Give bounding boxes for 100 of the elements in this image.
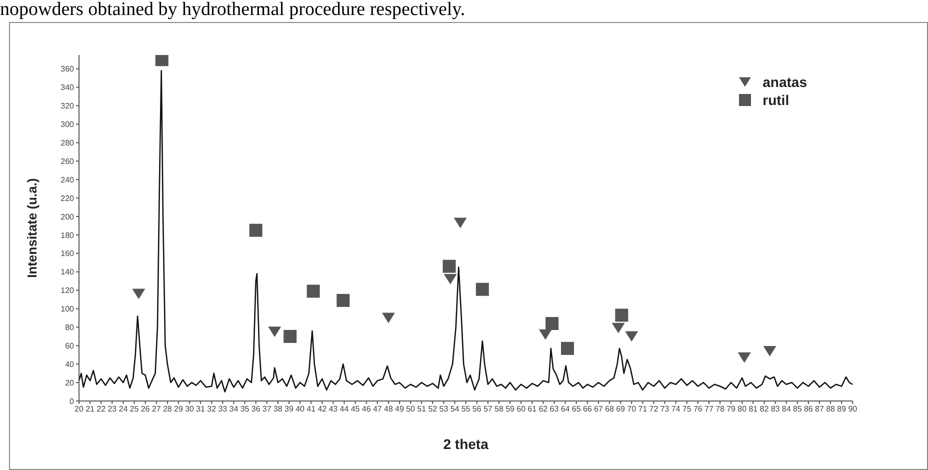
x-tick-label: 90 (848, 404, 858, 414)
x-tick-label: 84 (782, 404, 792, 414)
point (249, 224, 262, 237)
x-tick-label: 74 (671, 404, 681, 414)
y-tick-label: 80 (65, 323, 75, 332)
x-tick-label: 43 (328, 404, 338, 414)
x-tick-label: 55 (461, 404, 471, 414)
x-tick-label: 82 (760, 404, 770, 414)
x-tick-label: 45 (350, 404, 360, 414)
point (454, 218, 467, 228)
x-tick-label: 30 (185, 404, 195, 414)
x-tick-label: 49 (395, 404, 405, 414)
x-tick-label: 57 (483, 404, 493, 414)
line-series (79, 70, 853, 392)
x-tick-label: 22 (96, 404, 106, 414)
x-tick-label: 40 (296, 404, 306, 414)
x-tick-label: 23 (108, 404, 118, 414)
y-tick-label: 40 (65, 360, 75, 369)
x-tick-label: 63 (550, 404, 560, 414)
x-tick-label: 76 (693, 404, 703, 414)
x-tick-label: 65 (572, 404, 582, 414)
point (763, 346, 776, 356)
x-tick-label: 34 (229, 404, 239, 414)
y-tick-label: 300 (60, 120, 75, 130)
y-tick-label: 180 (60, 230, 75, 240)
y-tick-label: 200 (60, 212, 75, 222)
x-tick-label: 24 (118, 404, 128, 414)
x-tick-label: 72 (649, 404, 659, 414)
x-tick-label: 61 (528, 404, 538, 414)
x-tick-label: 29 (174, 404, 184, 414)
point (444, 274, 457, 284)
y-tick-label: 280 (60, 138, 75, 148)
x-tick-label: 86 (804, 404, 814, 414)
x-tick-label: 70 (627, 404, 637, 414)
point (132, 288, 146, 300)
x-tick-label: 20 (74, 404, 84, 414)
legend-label: rutil (762, 92, 790, 108)
point (284, 330, 297, 343)
y-tick-label: 220 (60, 194, 75, 203)
x-tick-label: 52 (428, 404, 438, 414)
x-tick-label: 54 (450, 404, 460, 414)
point (561, 342, 574, 355)
x-tick-label: 75 (682, 404, 692, 414)
x-tick-label: 25 (130, 404, 140, 414)
point (625, 331, 638, 342)
x-tick-label: 88 (826, 404, 836, 414)
y-tick-label: 320 (60, 102, 75, 111)
x-tick-label: 46 (362, 404, 372, 414)
x-tick-label: 78 (716, 404, 726, 414)
x-tick-label: 71 (638, 404, 648, 414)
x-tick-label: 44 (340, 404, 350, 414)
x-tick-label: 58 (494, 404, 504, 414)
x-tick-label: 81 (748, 404, 758, 414)
x-tick-label: 26 (140, 404, 150, 414)
x-tick-label: 51 (417, 404, 427, 414)
x-tick-label: 62 (538, 404, 548, 414)
x-tick-label: 68 (605, 404, 614, 414)
x-tick-label: 36 (251, 404, 261, 414)
point (336, 294, 350, 307)
x-tick-label: 64 (560, 404, 570, 414)
x-tick-label: 38 (273, 404, 283, 414)
y-tick-label: 0 (70, 396, 75, 406)
y-tick-label: 340 (60, 83, 75, 92)
x-tick-label: 21 (86, 404, 96, 414)
x-tick-label: 41 (306, 404, 316, 414)
y-tick-label: 240 (60, 175, 75, 184)
x-tick-label: 79 (726, 404, 736, 414)
point (155, 55, 168, 66)
y-tick-label: 160 (60, 249, 75, 258)
x-tick-label: 67 (594, 404, 604, 414)
legend-label: anatas (762, 74, 807, 90)
x-tick-label: 85 (792, 404, 802, 414)
y-axis-title: Intensitate (u.a.) (24, 178, 40, 278)
x-tick-label: 89 (837, 404, 847, 414)
x-tick-label: 73 (660, 404, 670, 414)
x-tick-label: 60 (516, 404, 526, 414)
x-tick-label: 53 (439, 404, 449, 414)
point (442, 260, 456, 273)
y-tick-label: 60 (65, 341, 75, 350)
y-tick-label: 100 (60, 304, 75, 314)
y-tick-label: 140 (60, 268, 75, 277)
x-tick-label: 31 (196, 404, 206, 414)
x-tick-label: 39 (284, 404, 294, 414)
y-tick-label: 20 (65, 378, 75, 388)
x-tick-label: 83 (770, 404, 780, 414)
point (538, 329, 552, 340)
x-tick-label: 47 (372, 404, 382, 414)
x-tick-label: 27 (152, 404, 162, 414)
point (306, 284, 320, 298)
x-tick-label: 80 (738, 404, 748, 414)
y-tick-label: 120 (60, 286, 75, 296)
x-tick-label: 50 (406, 404, 416, 414)
x-tick-label: 56 (472, 404, 482, 414)
x-tick-label: 28 (162, 404, 172, 414)
x-tick-label: 77 (704, 404, 714, 414)
x-tick-label: 66 (582, 404, 592, 414)
text: nopowders obtained by hydrothermal procedure respectively. (0, 0, 466, 20)
y-tick-label: 360 (60, 64, 75, 74)
x-tick-label: 69 (616, 404, 626, 414)
point (546, 316, 559, 330)
